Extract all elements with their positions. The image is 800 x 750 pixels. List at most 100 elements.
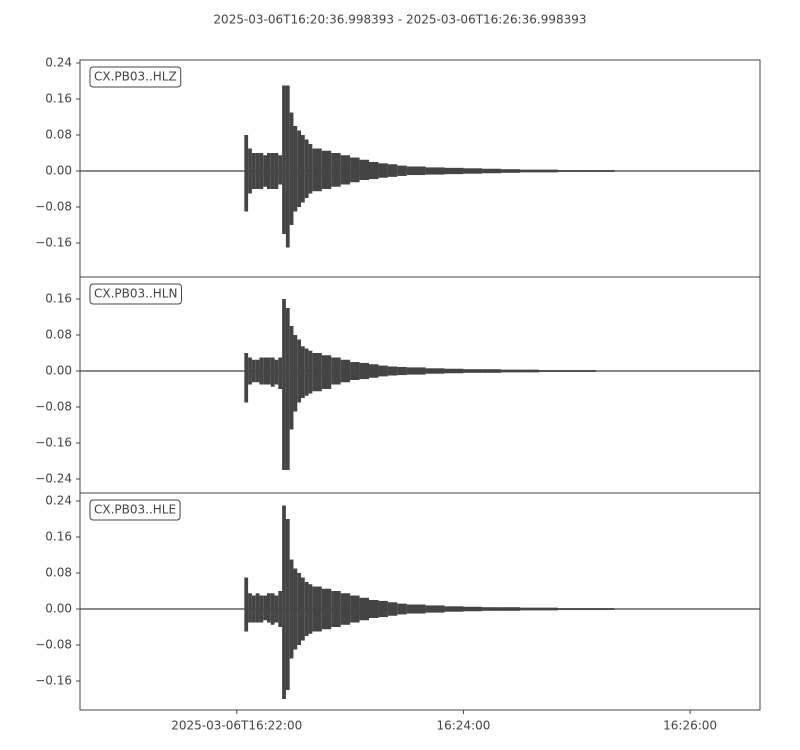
y-tick-label: −0.24 [35, 472, 72, 486]
waveform-envelope [444, 368, 464, 374]
waveform-envelope [255, 359, 260, 383]
waveform-envelope [397, 603, 407, 615]
waveform-envelope [263, 357, 268, 385]
waveform-envelope [289, 112, 294, 225]
waveform-envelope [340, 155, 351, 185]
waveform-envelope [274, 153, 279, 189]
waveform-envelope [251, 595, 256, 623]
waveform-envelope [482, 369, 502, 373]
waveform-envelope [251, 153, 256, 189]
waveform-envelope [595, 170, 615, 172]
trace-label-box [89, 66, 182, 88]
waveform-envelope [270, 153, 275, 189]
waveform-envelope [312, 353, 322, 392]
waveform-envelope [595, 370, 615, 372]
waveform-envelope [282, 505, 286, 700]
waveform-envelope [278, 591, 283, 628]
waveform-envelope [397, 165, 407, 176]
waveform-envelope [244, 135, 249, 212]
waveform-envelope [359, 597, 370, 621]
waveform-envelope [539, 370, 558, 372]
waveform-envelope [463, 369, 483, 373]
waveform-envelope [652, 170, 672, 172]
waveform-envelope [289, 559, 294, 659]
waveform-envelope [267, 153, 271, 189]
waveform-envelope [297, 130, 302, 207]
waveform-envelope [340, 593, 351, 625]
waveform-envelope [520, 369, 540, 373]
y-tick-label: 0.00 [45, 364, 72, 378]
waveform-envelope [425, 605, 445, 613]
x-tick-label: 16:24:00 [436, 719, 490, 733]
waveform-envelope [463, 168, 483, 174]
waveform-envelope [576, 608, 596, 610]
waveform-envelope [308, 144, 313, 194]
trace-label: CX.PB03..HLZ [94, 70, 177, 84]
waveform-envelope [378, 600, 388, 618]
waveform-envelope [251, 359, 256, 383]
waveform-envelope [270, 593, 275, 625]
waveform-envelope [482, 607, 502, 611]
waveform-envelope [406, 604, 426, 614]
waveform-envelope [248, 357, 252, 385]
waveform-envelope [331, 357, 341, 385]
waveform-envelope [270, 357, 275, 387]
trace-label-box [89, 283, 182, 305]
waveform-envelope [293, 126, 298, 212]
waveform-envelope [444, 167, 464, 175]
waveform-envelope [312, 586, 322, 632]
waveform-envelope [274, 595, 279, 623]
waveform-envelope [278, 357, 283, 390]
waveform-envelope [501, 169, 521, 173]
waveform-envelope [308, 584, 313, 634]
waveform-envelope [520, 169, 540, 173]
waveform-envelope [248, 148, 252, 194]
waveform-envelope [359, 159, 370, 180]
waveform-envelope [359, 362, 370, 380]
waveform-envelope [321, 355, 332, 390]
waveform-envelope [301, 135, 305, 203]
waveform-envelope [387, 602, 398, 616]
y-tick-label: 0.08 [45, 566, 72, 580]
x-tick-label: 16:26:00 [663, 719, 717, 733]
waveform-envelope [285, 519, 290, 691]
waveform-envelope [285, 308, 290, 471]
waveform-envelope [633, 370, 653, 372]
y-tick-label: 0.24 [45, 494, 72, 508]
waveform-envelope [652, 608, 672, 610]
y-tick-label: −0.16 [35, 674, 72, 688]
waveform-envelope [259, 357, 264, 385]
waveform-envelope [259, 595, 264, 623]
waveform-envelope [576, 170, 596, 172]
waveform-envelope [285, 85, 290, 248]
waveform-envelope [278, 155, 283, 185]
waveform-envelope [267, 593, 271, 623]
y-tick-label: 0.08 [45, 328, 72, 342]
waveform-envelope [595, 608, 615, 610]
waveform-envelope [282, 299, 286, 471]
y-tick-label: 0.08 [45, 128, 72, 142]
waveform-envelope [282, 85, 286, 234]
y-tick-label: −0.16 [35, 235, 72, 249]
waveform-envelope [539, 607, 558, 611]
waveform-envelope [293, 335, 298, 412]
waveform-envelope [482, 168, 502, 174]
waveform-envelope [263, 595, 268, 621]
waveform-envelope [312, 148, 322, 192]
waveform-envelope [350, 595, 360, 623]
waveform-envelope [301, 577, 305, 641]
waveform-envelope [244, 577, 249, 632]
waveform-envelope [444, 606, 464, 612]
waveform-envelope [331, 591, 341, 628]
waveform-envelope [378, 365, 388, 377]
waveform-envelope [406, 367, 426, 375]
waveform-envelope [274, 359, 279, 385]
waveform-envelope [308, 350, 313, 394]
waveform-envelope [387, 366, 398, 376]
trace-label-box [89, 499, 181, 521]
waveform-envelope [304, 348, 309, 396]
waveform-envelope [614, 370, 634, 372]
waveform-envelope [369, 600, 379, 619]
waveform-envelope [350, 157, 360, 183]
